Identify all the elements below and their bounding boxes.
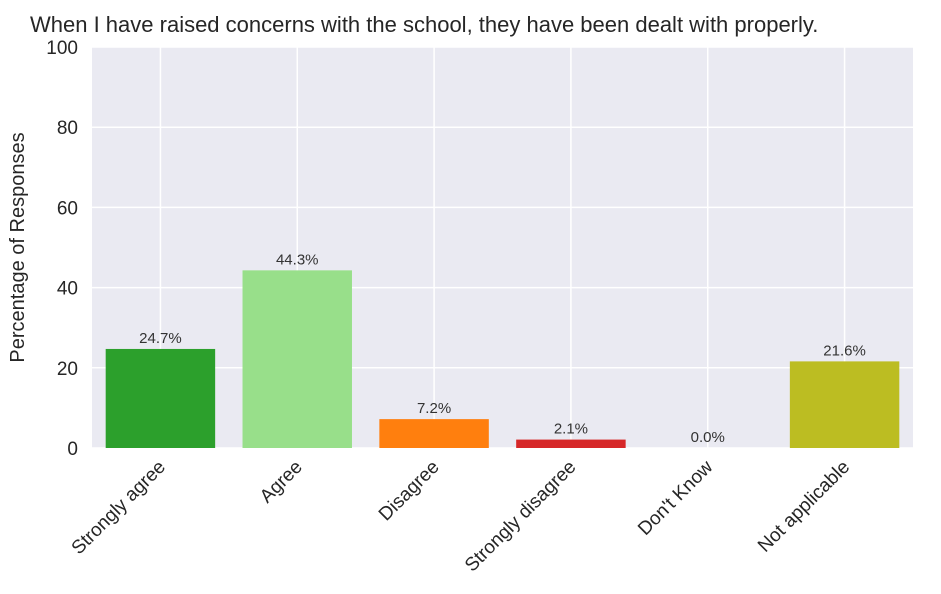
x-tick-label-not-applicable: Not applicable (754, 457, 854, 557)
data-label-strongly-disagree: 2.1% (554, 421, 588, 438)
x-axis-ticks: Strongly agree Agree Disagree Strongly disa… (68, 456, 854, 576)
bar-strongly-agree (105, 348, 216, 448)
data-labels: 24.7% 44.3% 7.2% 2.1% 0.0% 21.6% (139, 251, 866, 446)
x-tick-label-strongly-agree: Strongly agree (68, 457, 170, 559)
data-label-agree: 44.3% (276, 251, 319, 268)
grid-lines (92, 46, 913, 449)
data-label-don-t-know: 0.0% (691, 429, 725, 446)
x-tick-label-don-t-know: Don't Know (634, 456, 717, 539)
bar-not-applicable (789, 361, 900, 448)
y-tick-label: 60 (57, 198, 78, 219)
y-tick-label: 20 (57, 359, 78, 380)
x-tick-label-disagree: Disagree (375, 457, 444, 526)
y-tick-label: 100 (46, 38, 78, 59)
chart-title: When I have raised concerns with the sch… (30, 12, 818, 37)
bar-strongly-disagree (516, 439, 626, 448)
data-label-disagree: 7.2% (417, 400, 451, 417)
bar-disagree (379, 419, 489, 448)
y-tick-label: 40 (57, 279, 78, 300)
x-tick-label-agree: Agree (256, 457, 307, 508)
data-label-not-applicable: 21.6% (823, 342, 866, 359)
x-tick-label-strongly-disagree: Strongly disagree (461, 457, 580, 576)
y-tick-label: 0 (67, 439, 78, 460)
y-axis-ticks: 0 20 40 60 80 100 (46, 38, 78, 460)
plot-area (92, 47, 913, 448)
y-tick-label: 80 (57, 118, 78, 139)
bar-agree (242, 270, 352, 448)
bars (105, 270, 900, 448)
y-axis-label: Percentage of Responses (7, 132, 29, 362)
data-label-strongly-agree: 24.7% (139, 330, 182, 347)
